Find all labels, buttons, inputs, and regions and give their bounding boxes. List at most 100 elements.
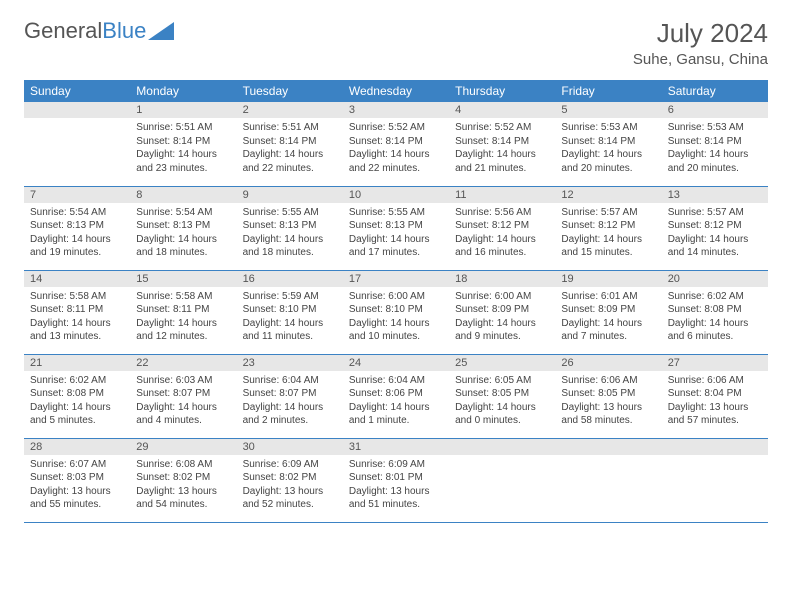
sunset-line: Sunset: 8:11 PM: [30, 303, 124, 317]
weekday-header: Friday: [555, 80, 661, 102]
sunrise-line: Sunrise: 6:08 AM: [136, 458, 230, 472]
day-number: 29: [130, 439, 236, 455]
day-number: 10: [343, 187, 449, 203]
sunset-line: Sunset: 8:04 PM: [668, 387, 762, 401]
day-number: 25: [449, 355, 555, 371]
day-number: 17: [343, 271, 449, 287]
calendar-cell: 16Sunrise: 5:59 AMSunset: 8:10 PMDayligh…: [237, 270, 343, 354]
daylight-line: Daylight: 14 hours and 22 minutes.: [243, 148, 337, 175]
daylight-line: Daylight: 14 hours and 12 minutes.: [136, 317, 230, 344]
calendar-cell: [449, 438, 555, 522]
sunset-line: Sunset: 8:14 PM: [136, 135, 230, 149]
sunset-line: Sunset: 8:14 PM: [243, 135, 337, 149]
calendar-cell: 5Sunrise: 5:53 AMSunset: 8:14 PMDaylight…: [555, 102, 661, 186]
calendar-cell: 25Sunrise: 6:05 AMSunset: 8:05 PMDayligh…: [449, 354, 555, 438]
calendar-row: 28Sunrise: 6:07 AMSunset: 8:03 PMDayligh…: [24, 438, 768, 522]
calendar-cell: 28Sunrise: 6:07 AMSunset: 8:03 PMDayligh…: [24, 438, 130, 522]
day-number: 27: [662, 355, 768, 371]
day-body: Sunrise: 5:58 AMSunset: 8:11 PMDaylight:…: [24, 287, 130, 347]
sunrise-line: Sunrise: 6:03 AM: [136, 374, 230, 388]
sunset-line: Sunset: 8:14 PM: [561, 135, 655, 149]
weekday-header: Saturday: [662, 80, 768, 102]
weekday-header: Sunday: [24, 80, 130, 102]
sunset-line: Sunset: 8:12 PM: [455, 219, 549, 233]
sunrise-line: Sunrise: 6:04 AM: [243, 374, 337, 388]
calendar-cell: 23Sunrise: 6:04 AMSunset: 8:07 PMDayligh…: [237, 354, 343, 438]
day-number: 12: [555, 187, 661, 203]
sunrise-line: Sunrise: 5:57 AM: [561, 206, 655, 220]
daylight-line: Daylight: 14 hours and 10 minutes.: [349, 317, 443, 344]
day-body: Sunrise: 5:51 AMSunset: 8:14 PMDaylight:…: [237, 118, 343, 178]
calendar-cell: 3Sunrise: 5:52 AMSunset: 8:14 PMDaylight…: [343, 102, 449, 186]
sunset-line: Sunset: 8:07 PM: [243, 387, 337, 401]
day-body: Sunrise: 6:07 AMSunset: 8:03 PMDaylight:…: [24, 455, 130, 515]
day-number: 3: [343, 102, 449, 118]
day-body: Sunrise: 5:55 AMSunset: 8:13 PMDaylight:…: [343, 203, 449, 263]
calendar-cell: 15Sunrise: 5:58 AMSunset: 8:11 PMDayligh…: [130, 270, 236, 354]
sunrise-line: Sunrise: 6:04 AM: [349, 374, 443, 388]
calendar-cell: 17Sunrise: 6:00 AMSunset: 8:10 PMDayligh…: [343, 270, 449, 354]
daylight-line: Daylight: 14 hours and 23 minutes.: [136, 148, 230, 175]
day-body: Sunrise: 5:57 AMSunset: 8:12 PMDaylight:…: [662, 203, 768, 263]
day-number: 9: [237, 187, 343, 203]
daylight-line: Daylight: 14 hours and 0 minutes.: [455, 401, 549, 428]
day-number: [662, 439, 768, 455]
sunrise-line: Sunrise: 5:51 AM: [136, 121, 230, 135]
day-body: Sunrise: 5:59 AMSunset: 8:10 PMDaylight:…: [237, 287, 343, 347]
daylight-line: Daylight: 14 hours and 20 minutes.: [668, 148, 762, 175]
calendar-cell: 13Sunrise: 5:57 AMSunset: 8:12 PMDayligh…: [662, 186, 768, 270]
daylight-line: Daylight: 13 hours and 51 minutes.: [349, 485, 443, 512]
daylight-line: Daylight: 14 hours and 14 minutes.: [668, 233, 762, 260]
day-number: 16: [237, 271, 343, 287]
sunrise-line: Sunrise: 5:58 AM: [136, 290, 230, 304]
sunset-line: Sunset: 8:05 PM: [561, 387, 655, 401]
brand-triangle-icon: [148, 22, 174, 40]
weekday-header: Monday: [130, 80, 236, 102]
day-body: Sunrise: 6:06 AMSunset: 8:04 PMDaylight:…: [662, 371, 768, 431]
sunrise-line: Sunrise: 6:01 AM: [561, 290, 655, 304]
calendar-cell: 20Sunrise: 6:02 AMSunset: 8:08 PMDayligh…: [662, 270, 768, 354]
day-body: Sunrise: 5:52 AMSunset: 8:14 PMDaylight:…: [449, 118, 555, 178]
day-body: Sunrise: 6:08 AMSunset: 8:02 PMDaylight:…: [130, 455, 236, 515]
sunrise-line: Sunrise: 6:09 AM: [243, 458, 337, 472]
calendar-cell: 2Sunrise: 5:51 AMSunset: 8:14 PMDaylight…: [237, 102, 343, 186]
daylight-line: Daylight: 14 hours and 21 minutes.: [455, 148, 549, 175]
weekday-header-row: Sunday Monday Tuesday Wednesday Thursday…: [24, 80, 768, 102]
sunrise-line: Sunrise: 5:55 AM: [243, 206, 337, 220]
sunset-line: Sunset: 8:07 PM: [136, 387, 230, 401]
sunset-line: Sunset: 8:05 PM: [455, 387, 549, 401]
daylight-line: Daylight: 14 hours and 13 minutes.: [30, 317, 124, 344]
day-number: 19: [555, 271, 661, 287]
calendar-cell: [24, 102, 130, 186]
daylight-line: Daylight: 14 hours and 16 minutes.: [455, 233, 549, 260]
day-body: Sunrise: 5:56 AMSunset: 8:12 PMDaylight:…: [449, 203, 555, 263]
sunrise-line: Sunrise: 5:52 AM: [455, 121, 549, 135]
day-number: 5: [555, 102, 661, 118]
sunset-line: Sunset: 8:08 PM: [30, 387, 124, 401]
day-number: [449, 439, 555, 455]
calendar-cell: 30Sunrise: 6:09 AMSunset: 8:02 PMDayligh…: [237, 438, 343, 522]
sunrise-line: Sunrise: 6:09 AM: [349, 458, 443, 472]
weekday-header: Thursday: [449, 80, 555, 102]
calendar-cell: 21Sunrise: 6:02 AMSunset: 8:08 PMDayligh…: [24, 354, 130, 438]
daylight-line: Daylight: 14 hours and 18 minutes.: [136, 233, 230, 260]
calendar-row: 21Sunrise: 6:02 AMSunset: 8:08 PMDayligh…: [24, 354, 768, 438]
daylight-line: Daylight: 14 hours and 7 minutes.: [561, 317, 655, 344]
daylight-line: Daylight: 14 hours and 19 minutes.: [30, 233, 124, 260]
sunrise-line: Sunrise: 5:53 AM: [668, 121, 762, 135]
sunset-line: Sunset: 8:14 PM: [349, 135, 443, 149]
day-body: Sunrise: 6:03 AMSunset: 8:07 PMDaylight:…: [130, 371, 236, 431]
day-body: Sunrise: 5:52 AMSunset: 8:14 PMDaylight:…: [343, 118, 449, 178]
day-body: Sunrise: 5:54 AMSunset: 8:13 PMDaylight:…: [130, 203, 236, 263]
sunset-line: Sunset: 8:13 PM: [136, 219, 230, 233]
day-body: Sunrise: 5:54 AMSunset: 8:13 PMDaylight:…: [24, 203, 130, 263]
daylight-line: Daylight: 14 hours and 6 minutes.: [668, 317, 762, 344]
calendar-cell: 19Sunrise: 6:01 AMSunset: 8:09 PMDayligh…: [555, 270, 661, 354]
sunset-line: Sunset: 8:06 PM: [349, 387, 443, 401]
day-number: 14: [24, 271, 130, 287]
calendar-cell: 31Sunrise: 6:09 AMSunset: 8:01 PMDayligh…: [343, 438, 449, 522]
sunrise-line: Sunrise: 5:58 AM: [30, 290, 124, 304]
calendar-cell: 8Sunrise: 5:54 AMSunset: 8:13 PMDaylight…: [130, 186, 236, 270]
calendar-row: 7Sunrise: 5:54 AMSunset: 8:13 PMDaylight…: [24, 186, 768, 270]
daylight-line: Daylight: 14 hours and 4 minutes.: [136, 401, 230, 428]
